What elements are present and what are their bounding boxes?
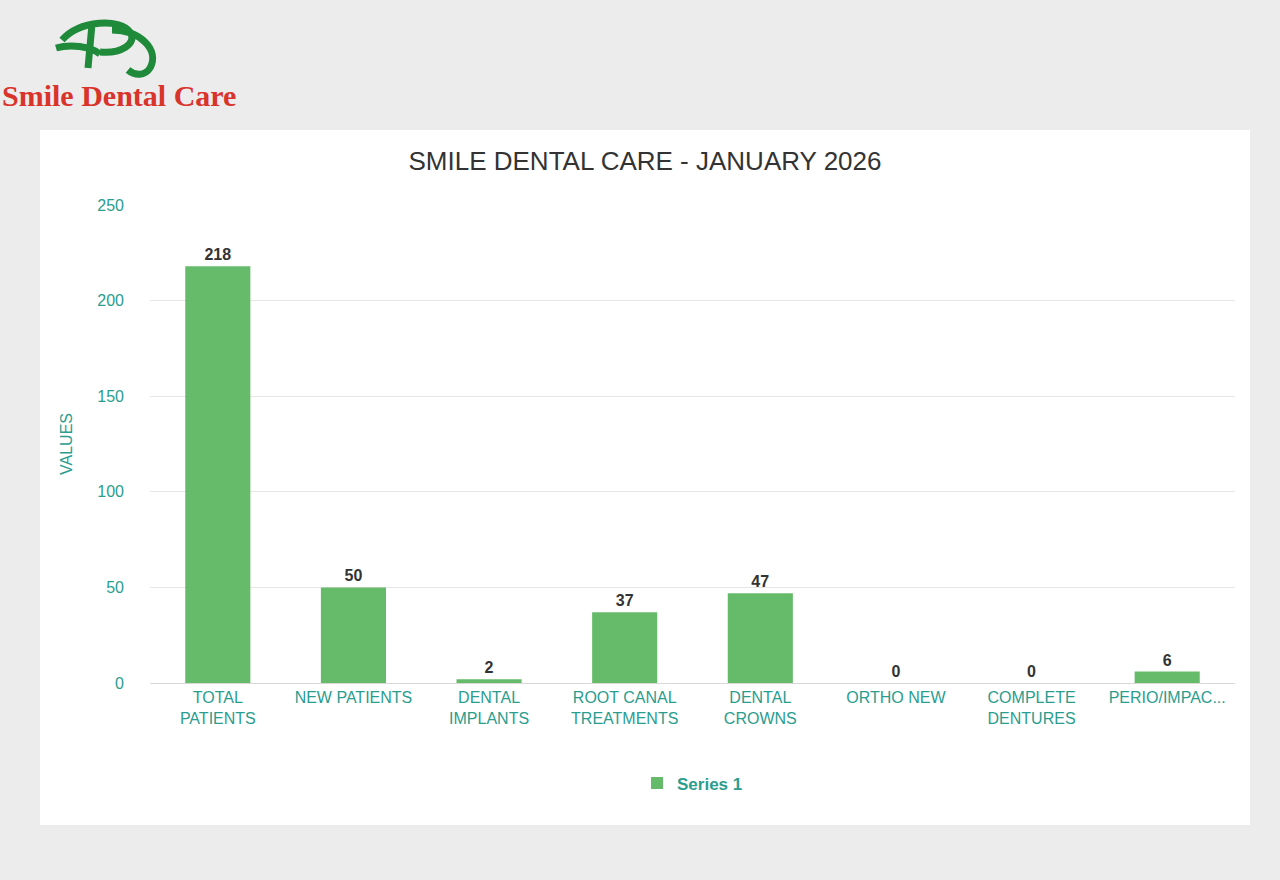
svg-text:200: 200 bbox=[97, 292, 124, 309]
svg-text:100: 100 bbox=[97, 483, 124, 500]
svg-text:Series 1: Series 1 bbox=[677, 775, 742, 794]
svg-text:SMILE DENTAL CARE - JANUARY 20: SMILE DENTAL CARE - JANUARY 2026 bbox=[409, 146, 882, 176]
svg-text:ROOT CANALTREATMENTS: ROOT CANALTREATMENTS bbox=[571, 689, 678, 727]
svg-text:50: 50 bbox=[106, 579, 124, 596]
svg-text:2: 2 bbox=[485, 659, 494, 676]
svg-text:37: 37 bbox=[616, 592, 634, 609]
svg-text:NEW PATIENTS: NEW PATIENTS bbox=[295, 689, 413, 706]
svg-text:Smile Dental Care: Smile Dental Care bbox=[2, 79, 236, 112]
svg-text:47: 47 bbox=[751, 573, 769, 590]
svg-text:0: 0 bbox=[115, 675, 124, 692]
svg-text:DENTALCROWNS: DENTALCROWNS bbox=[724, 689, 797, 727]
svg-text:DENTALIMPLANTS: DENTALIMPLANTS bbox=[449, 689, 529, 727]
svg-text:VALUES: VALUES bbox=[58, 413, 75, 475]
svg-text:COMPLETEDENTURES: COMPLETEDENTURES bbox=[988, 689, 1076, 727]
svg-text:0: 0 bbox=[891, 663, 900, 680]
svg-text:6: 6 bbox=[1163, 652, 1172, 669]
svg-text:PERIO/IMPAC...: PERIO/IMPAC... bbox=[1109, 689, 1226, 706]
svg-text:50: 50 bbox=[344, 567, 362, 584]
svg-text:150: 150 bbox=[97, 388, 124, 405]
svg-text:0: 0 bbox=[1027, 663, 1036, 680]
svg-text:ORTHO NEW: ORTHO NEW bbox=[846, 689, 946, 706]
svg-text:250: 250 bbox=[97, 197, 124, 214]
svg-text:218: 218 bbox=[204, 246, 231, 263]
svg-text:TOTALPATIENTS: TOTALPATIENTS bbox=[180, 689, 256, 727]
